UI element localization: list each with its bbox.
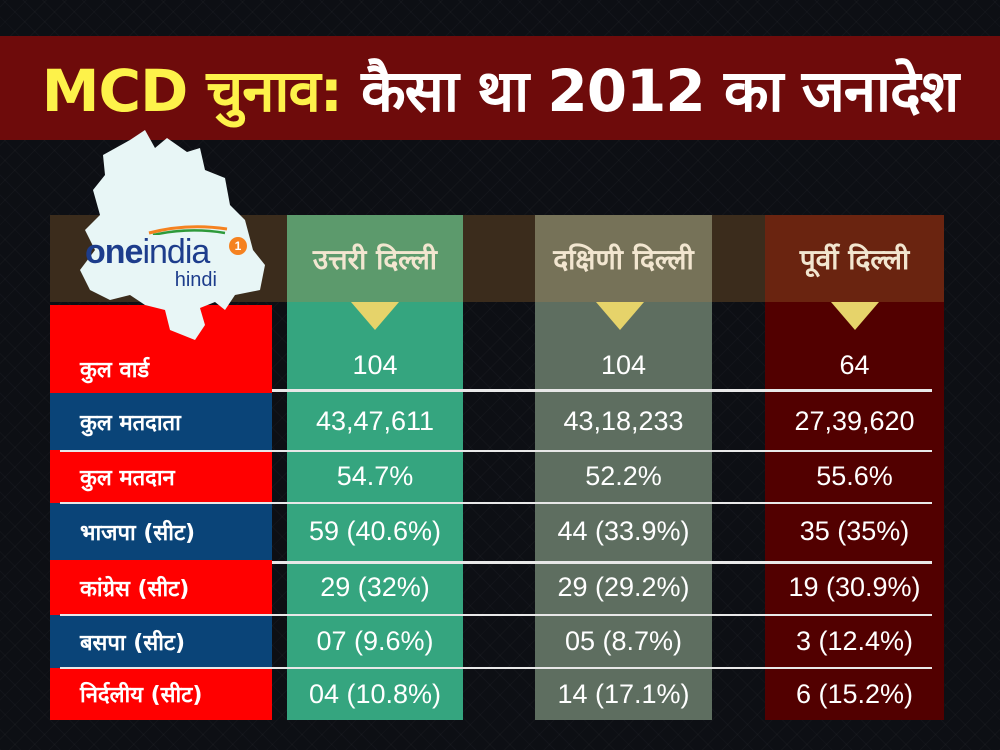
- row-divider: [272, 389, 932, 392]
- swoosh-icon: [148, 225, 228, 235]
- arrow-down-icon: [596, 302, 644, 330]
- cell-north-bsp: 07 (9.6%): [316, 626, 434, 656]
- title-highlight: MCD चुनाव:: [41, 56, 343, 125]
- label-text: कांग्रेस (सीट): [80, 576, 190, 602]
- row-label-congress: कांग्रेस (सीट): [50, 560, 272, 615]
- page-title: MCD चुनाव: कैसा था 2012 का जनादेश: [41, 49, 959, 128]
- cell-south-wards: 104: [600, 349, 647, 380]
- column-body-east: [765, 302, 944, 720]
- cell-south-turnout: 52.2%: [585, 461, 662, 491]
- label-text: कुल वार्ड: [80, 358, 150, 383]
- cell-south-congress: 29 (29.2%): [557, 572, 690, 602]
- row-divider: [60, 667, 932, 669]
- row-divider: [60, 450, 932, 452]
- row-label-bjp: भाजपा (सीट): [50, 503, 272, 560]
- cell-north-independent: 04 (10.8%): [308, 678, 442, 709]
- cell-north-turnout: 54.7%: [336, 461, 414, 491]
- row-label-independent: निर्दलीय (सीट): [50, 668, 272, 720]
- column-label-south: दक्षिणी दिल्ली: [553, 242, 694, 276]
- logo-sub: hindi: [174, 269, 217, 291]
- cell-north-wards: 104: [352, 349, 398, 380]
- cell-south-voters: 43,18,233: [563, 406, 684, 436]
- label-text: निर्दलीय (सीट): [80, 683, 203, 708]
- column-header-east: पूर्वी दिल्ली: [765, 215, 944, 302]
- row-label-bsp: बसपा (सीट): [50, 615, 272, 668]
- cell-east-turnout: 55.6%: [816, 461, 893, 491]
- title-band: MCD चुनाव: कैसा था 2012 का जनादेश: [0, 36, 1000, 140]
- cell-east-voters: 27,39,620: [794, 406, 915, 436]
- arrow-down-icon: [831, 302, 879, 330]
- row-label-turnout: कुल मतदान: [50, 450, 272, 503]
- logo-text: oneindia: [85, 235, 245, 269]
- cell-south-independent: 14 (17.1%): [557, 678, 690, 709]
- cell-north-bjp: 59 (40.6%): [308, 516, 442, 546]
- column-label-north: उत्तरी दिल्ली: [312, 242, 438, 276]
- cell-east-congress: 19 (30.9%): [788, 572, 921, 602]
- column-label-east: पूर्वी दिल्ली: [799, 242, 910, 276]
- row-label-total-voters: कुल मतदाता: [50, 393, 272, 450]
- column-header-south: दक्षिणी दिल्ली: [535, 215, 712, 302]
- logo-badge: 1: [229, 237, 247, 255]
- cell-north-congress: 29 (32%): [320, 572, 430, 602]
- label-text: कुल मतदाता: [80, 410, 181, 436]
- cell-east-independent: 6 (15.2%): [795, 678, 914, 709]
- title-rest: कैसा था 2012 का जनादेश: [361, 56, 959, 125]
- cell-south-bjp: 44 (33.9%): [557, 516, 690, 546]
- oneindia-logo: 1 oneindia hindi: [85, 225, 247, 291]
- row-divider: [272, 561, 932, 564]
- row-divider: [60, 614, 932, 616]
- row-divider: [60, 502, 932, 504]
- label-text: कुल मतदान: [80, 465, 175, 491]
- column-body-south: [535, 302, 712, 720]
- column-body-north: [287, 302, 463, 720]
- label-text: बसपा (सीट): [80, 630, 186, 656]
- logo-bold: one: [85, 233, 143, 271]
- delhi-map-icon: [80, 130, 265, 340]
- label-text: भाजपा (सीट): [80, 520, 196, 546]
- arrow-down-icon: [351, 302, 399, 330]
- cell-south-bsp: 05 (8.7%): [564, 626, 683, 656]
- column-header-north: उत्तरी दिल्ली: [287, 215, 463, 302]
- cell-east-bjp: 35 (35%): [799, 516, 910, 546]
- cell-north-voters: 43,47,611: [315, 406, 435, 436]
- logo-thin: india: [142, 233, 210, 271]
- cell-east-wards: 64: [839, 349, 870, 380]
- cell-east-bsp: 3 (12.4%): [795, 626, 914, 656]
- row-label-total-wards: कुल वार्ड: [50, 305, 272, 393]
